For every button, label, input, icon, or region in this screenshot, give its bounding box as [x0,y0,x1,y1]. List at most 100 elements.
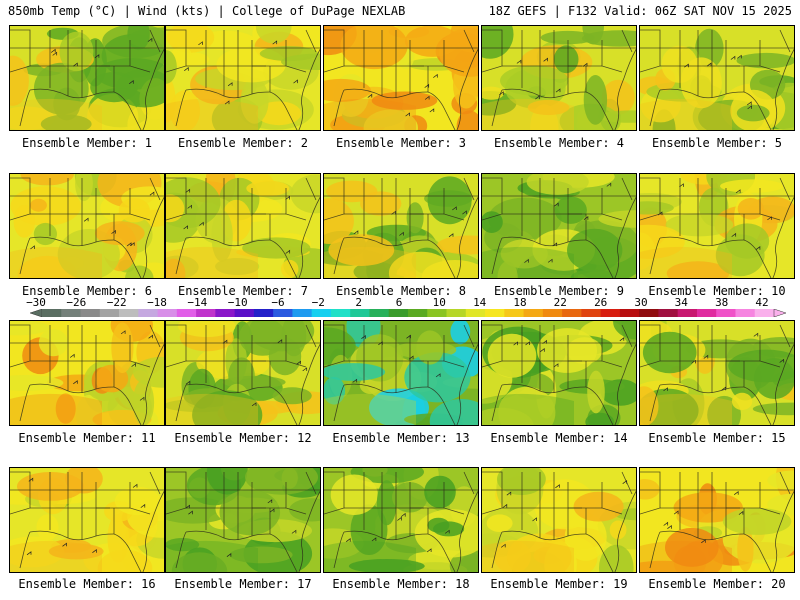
colorbar-segment [581,309,602,317]
wind-barb [448,233,454,238]
wind-barb [433,73,438,78]
ensemble-member-label: Ensemble Member: 16 [18,577,156,591]
gulf-warm-area [166,540,258,572]
wind-barb [291,529,297,534]
map-outline [614,490,636,572]
map-outline [640,324,661,368]
wind-barb [129,242,135,247]
map-outline [759,335,781,368]
wind-barb [663,387,668,392]
map-outline [166,177,187,221]
colorbar-tick-label: 26 [594,296,608,309]
colorbar-segment [523,309,544,317]
map-outline [129,188,151,221]
temperature-contour-area [272,387,312,405]
wind-barb [583,216,589,220]
temperature-contour-area [587,370,605,414]
colorbar-segment [619,309,640,317]
map-outline [10,471,31,515]
ensemble-map [10,26,164,130]
wind-barb [69,353,75,358]
temperature-contour-area [281,53,320,70]
map-outline [443,188,465,221]
ensemble-member-map-3 [323,25,479,131]
gulf-warm-area [482,246,574,278]
temperature-contour-area [166,26,215,53]
colorbar-tick-label: −14 [187,296,208,309]
wind-barb [730,55,736,60]
map-outline [343,236,429,247]
wind-barb [684,63,689,68]
map-outline [621,324,633,348]
temperature-contour-area [240,77,269,124]
temperature-contour-area [487,333,537,378]
wind-barb [52,51,58,56]
wind-barb [703,354,709,359]
ensemble-member-label: Ensemble Member: 10 [648,284,786,298]
map-outline [491,237,503,275]
temperature-contour-area [242,237,311,259]
map-outline [298,490,320,572]
ensemble-member-map-8 [323,173,479,279]
ensemble-member-label: Ensemble Member: 12 [174,431,312,445]
temperature-contour-area [640,224,685,259]
wind-barb [149,191,155,196]
temperature-contour-area [567,228,623,272]
map-outline [482,471,503,515]
temperature-contour-area [87,93,139,130]
wind-barb [185,504,190,509]
map-outline [269,386,298,425]
colorbar-tick-label: 2 [355,296,362,309]
wind-barb [28,477,34,482]
map-outline [324,177,345,221]
map-outline [779,324,791,348]
wind-barb [222,339,228,344]
wind-barb [540,348,545,352]
temperature-contour-area [348,559,425,572]
map-outline [649,531,661,569]
wind-barb [185,380,191,385]
map-outline [614,343,636,425]
temperature-contour-area [177,321,236,338]
wind-barb [667,525,672,529]
map-outline [29,530,115,541]
map-outline [743,91,772,130]
temperature-contour-area [456,110,478,130]
temperature-colorbar [30,309,786,317]
wind-barb [293,79,298,84]
wind-barb [391,210,396,215]
wind-barb [735,189,741,194]
ensemble-map [10,321,164,425]
temperature-contour-area [127,26,150,51]
colorbar-segment [754,309,775,317]
ensemble-member-label: Ensemble Member: 14 [490,431,628,445]
gulf-warm-area [324,540,416,572]
map-outline [129,482,151,515]
temperature-contour-area [114,486,161,516]
wind-barb [673,510,679,515]
map-outline [759,188,781,221]
map-outline [640,471,661,515]
ensemble-member-label: Ensemble Member: 2 [177,136,309,150]
wind-barb [524,258,529,263]
temperature-contour-area [211,210,233,262]
ensemble-map [166,321,320,425]
temperature-contour-area [437,235,478,255]
colorbar-segment [562,309,582,317]
colorbar-segment [658,309,679,317]
temperature-contour-area [371,91,438,110]
wind-barb [277,339,283,344]
temperature-contour-area [125,265,154,278]
gulf-warm-area [166,393,258,425]
map-outline [772,48,794,130]
wind-barb [733,491,739,495]
map-outline [772,196,794,278]
wind-barb [543,57,548,62]
wind-barb [532,517,537,522]
temperature-contour-area [482,86,504,100]
map-outline [427,239,456,278]
temperature-contour-area [59,31,94,72]
wind-barb [285,249,291,254]
ensemble-member-map-10 [639,173,795,279]
map-outline [166,29,187,73]
